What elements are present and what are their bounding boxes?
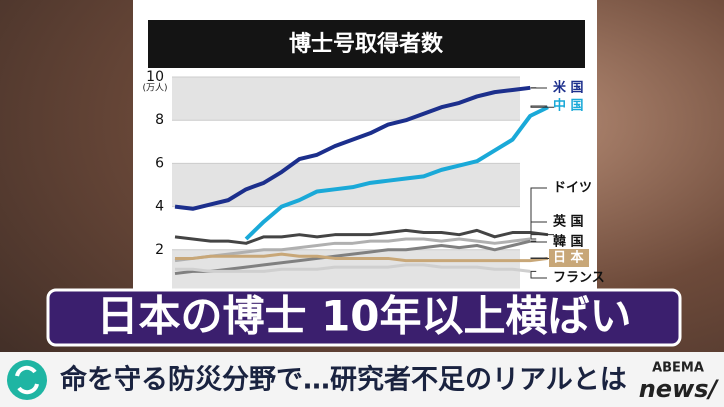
headline: 日本の博士 10年以上横ばい: [96, 292, 631, 341]
legend-label: フランス: [553, 271, 605, 286]
ticker-bar: [0, 352, 724, 407]
series-line: [175, 252, 549, 263]
title-bar: [148, 20, 585, 68]
series-line: [174, 237, 531, 263]
legend-label: ドイツ: [553, 181, 592, 196]
leader-line: [530, 187, 554, 236]
ticker-icon-arrows: [15, 365, 39, 395]
legend-label: 英 国: [552, 214, 584, 230]
y-tick-label: 10: [146, 69, 164, 85]
series-line: [244, 105, 549, 241]
legend-label: 中 国: [553, 98, 584, 114]
leader-line: [530, 105, 554, 108]
logo-brand: ABEMA: [652, 361, 704, 376]
leader-line: [530, 270, 547, 279]
legend-label: 米 国: [553, 80, 584, 96]
y-tick-label: 8: [155, 112, 164, 128]
y-tick-label: 4: [155, 199, 164, 215]
leader-line: [530, 221, 547, 240]
legend-box: [549, 249, 589, 267]
series-line: [174, 85, 531, 211]
y-tick-label: 6: [155, 155, 164, 171]
grid-band: [172, 77, 520, 121]
series-line: [174, 239, 531, 276]
series-line: [174, 228, 549, 245]
series-line: [175, 263, 531, 273]
ticker-icon: [7, 360, 47, 400]
legend-label: 韓 国: [553, 234, 584, 250]
legend-label: 日 本: [553, 250, 584, 266]
leader-line: [530, 240, 547, 243]
ticker-text: 命を守る防災分野で…研究者不足のリアルとは: [60, 364, 627, 396]
y-tick-label: 2: [155, 242, 164, 258]
y-unit: (万人): [142, 83, 167, 94]
headline-banner: [46, 288, 682, 347]
logo-name: news/: [639, 375, 720, 403]
chart-title: 博士号取得者数: [289, 31, 444, 57]
